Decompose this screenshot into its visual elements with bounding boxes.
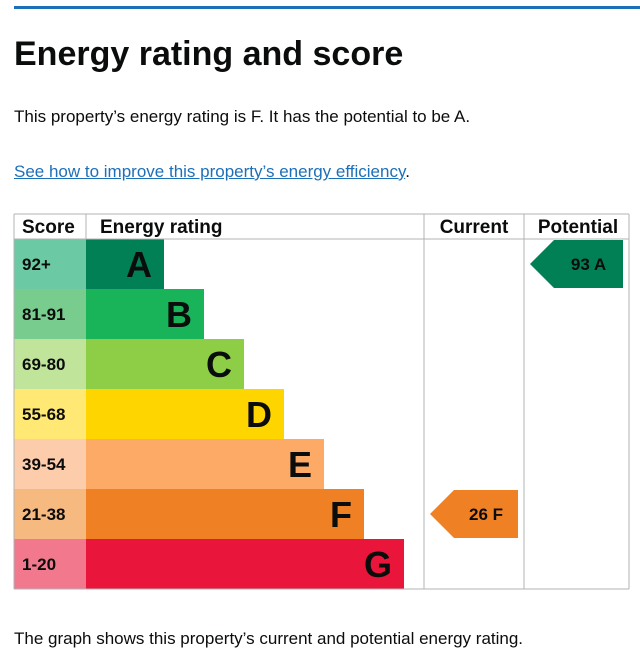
top-rule [14, 6, 640, 9]
score-range-cell [14, 439, 86, 489]
page-title: Energy rating and score [14, 35, 404, 73]
score-range-label: 69-80 [22, 355, 65, 374]
potential-rating-label: 93 A [571, 255, 606, 274]
current-arrow [430, 490, 518, 538]
rating-band-letter: B [166, 294, 192, 335]
rating-summary: This property’s energy rating is F. It h… [14, 107, 471, 126]
score-range-cell [14, 289, 86, 339]
score-range-label: 1-20 [22, 555, 56, 574]
chart-caption: The graph shows this property’s current … [14, 629, 524, 648]
header-potential: Potential [538, 217, 618, 238]
improve-link-paragraph: See how to improve this property’s energ… [14, 161, 410, 183]
score-range-cell [14, 389, 86, 439]
improve-efficiency-link[interactable]: See how to improve this property’s energ… [14, 162, 406, 181]
rating-band-letter: E [288, 444, 312, 485]
rating-band-bar [86, 539, 404, 589]
score-range-cell [14, 239, 86, 289]
current-rating-label: 26 F [469, 505, 503, 524]
rating-band-bar [86, 239, 164, 289]
rating-band-letter: A [126, 244, 152, 285]
rating-band-bar [86, 389, 284, 439]
header-score: Score [22, 217, 75, 238]
score-range-cell [14, 339, 86, 389]
header-current: Current [440, 217, 509, 238]
rating-band-letter: F [330, 494, 352, 535]
score-range-cell [14, 489, 86, 539]
rating-band-bar [86, 439, 324, 489]
rating-band-bar [86, 289, 204, 339]
rating-band-letter: G [364, 544, 392, 585]
score-range-label: 39-54 [22, 455, 66, 474]
link-suffix: . [405, 162, 410, 181]
score-range-label: 55-68 [22, 405, 65, 424]
score-range-label: 21-38 [22, 505, 65, 524]
score-range-cell [14, 539, 86, 589]
score-range-label: 92+ [22, 255, 51, 274]
rating-band-bar [86, 339, 244, 389]
potential-arrow [530, 240, 623, 288]
rating-band-letter: C [206, 344, 232, 385]
rating-band-bar [86, 489, 364, 539]
header-energy-rating: Energy rating [100, 217, 222, 238]
rating-band-letter: D [246, 394, 272, 435]
score-range-label: 81-91 [22, 305, 65, 324]
